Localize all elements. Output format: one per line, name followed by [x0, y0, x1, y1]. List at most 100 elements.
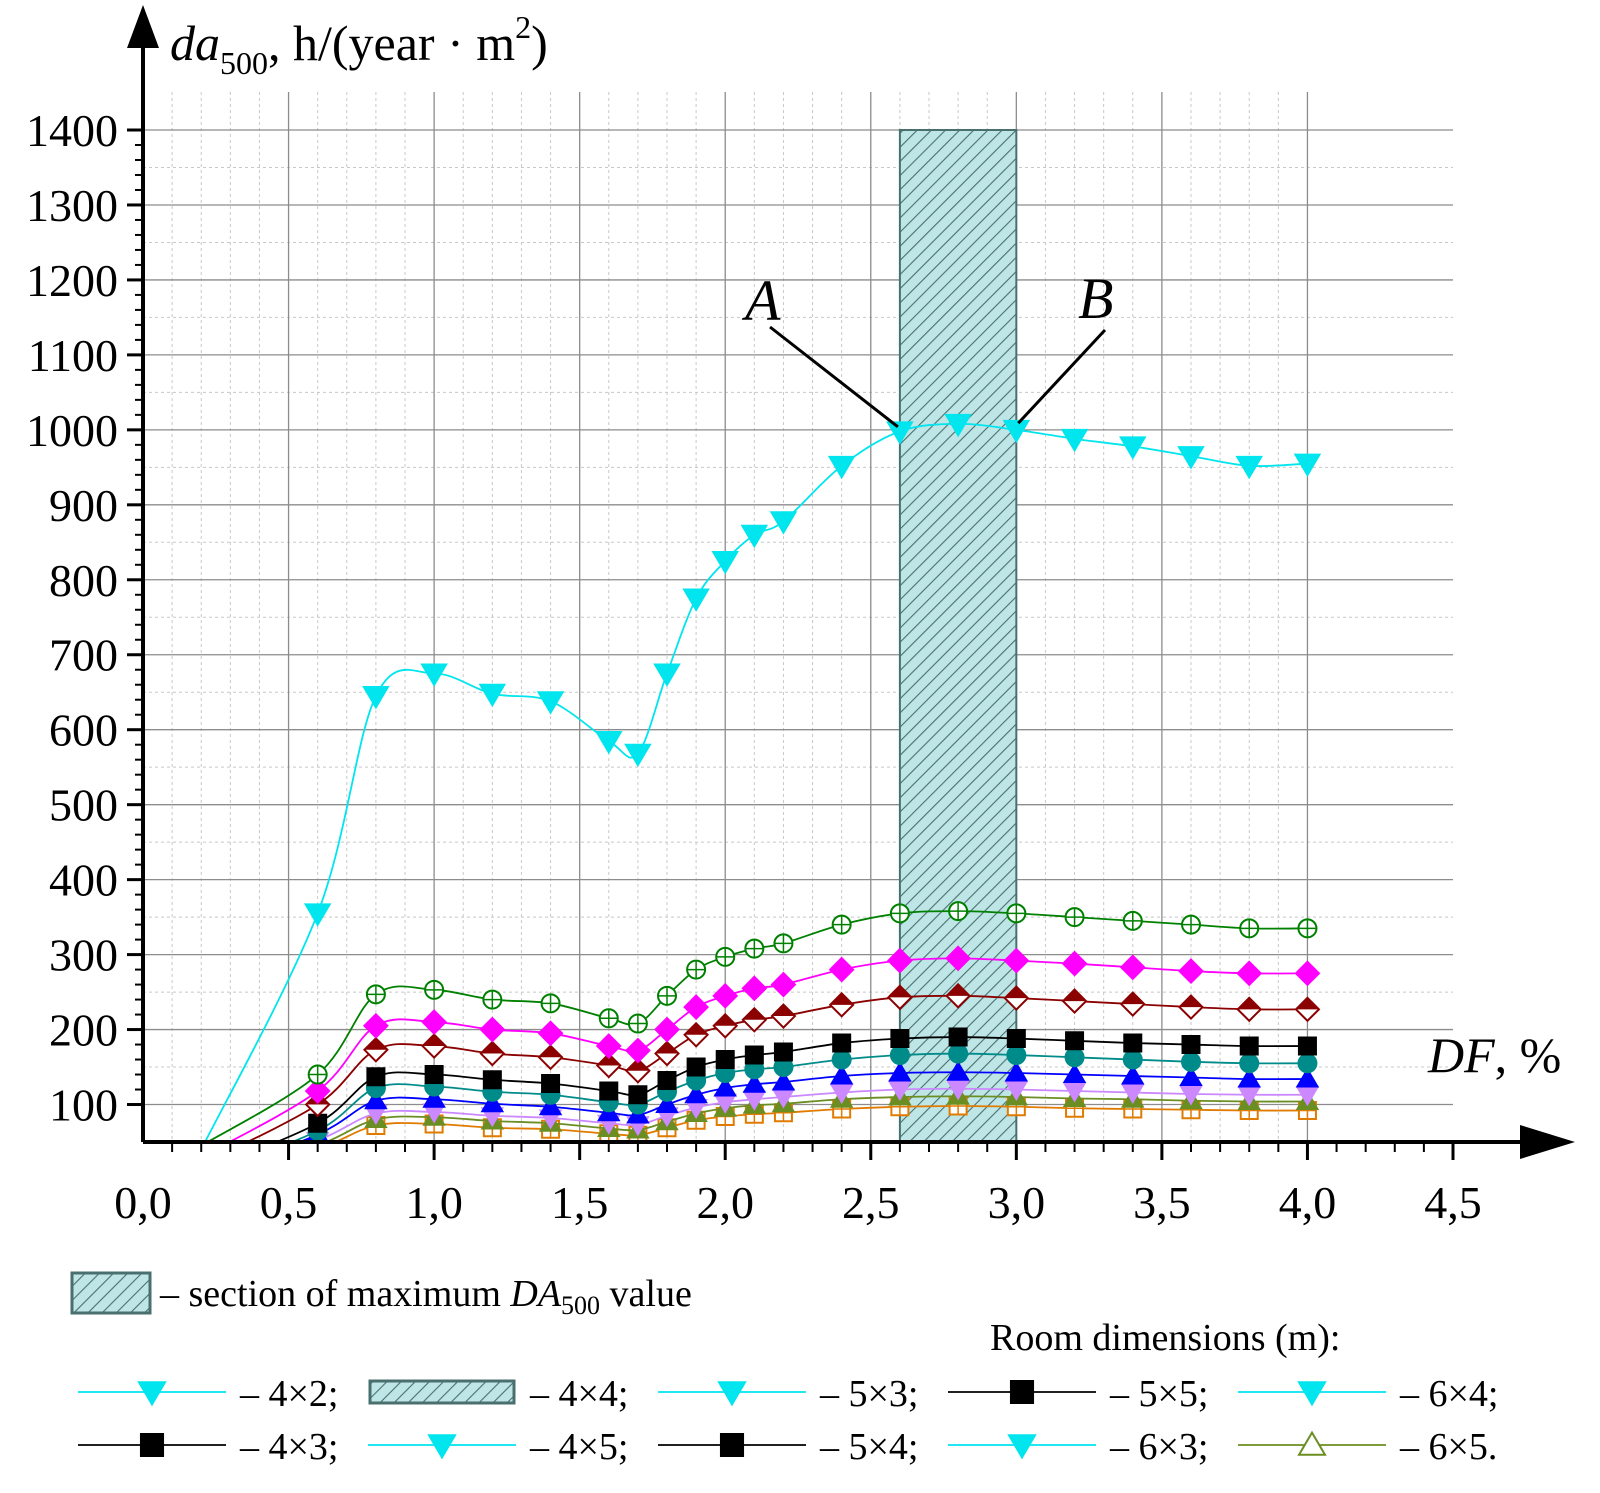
- series-4-point: [1297, 1036, 1317, 1056]
- legend-entry: – 4×3;: [78, 1426, 339, 1468]
- legend-swatch-marker: [719, 1432, 745, 1458]
- series-0-point: [1060, 428, 1089, 453]
- legend-swatch-marker: [1007, 1434, 1037, 1460]
- series-4-point: [686, 1057, 706, 1077]
- series-1-point-cross: [1298, 919, 1317, 938]
- series-4-point: [948, 1027, 968, 1047]
- y-tick-label: 800: [49, 555, 118, 606]
- series-7-point: [1179, 1085, 1203, 1106]
- series-6-point: [1121, 1064, 1145, 1085]
- x-tick-label: 0,0: [114, 1177, 172, 1228]
- series-3-point-top: [626, 1059, 650, 1071]
- series-1-point-cross: [483, 990, 502, 1009]
- series-4-point: [773, 1042, 793, 1062]
- y-tick-label: 600: [49, 705, 118, 756]
- x-tick-label: 1,0: [405, 1177, 463, 1228]
- series-0-point: [1002, 419, 1031, 444]
- series-6-point: [1295, 1067, 1320, 1088]
- series-4-point: [1065, 1031, 1085, 1051]
- series-6-point: [713, 1076, 737, 1097]
- series-1-point-cross: [687, 960, 706, 979]
- series-1-point-cross: [1240, 919, 1259, 938]
- series-5-point: [1181, 1051, 1201, 1072]
- series-3-point-top: [364, 1038, 388, 1050]
- legend-band-label: – section of maximum DA500 value: [159, 1273, 692, 1320]
- y-tick-label: 1100: [28, 330, 118, 381]
- series-7-point: [1121, 1084, 1145, 1104]
- series-0-point: [1177, 446, 1205, 470]
- series-2-point: [712, 982, 739, 1009]
- annotation-b-label: B: [1078, 266, 1113, 331]
- series-0-point: [827, 455, 856, 480]
- series-0-point: [886, 421, 914, 445]
- series-7-point: [1062, 1082, 1087, 1103]
- series-0-point: [1119, 436, 1147, 460]
- y-tick-label: 400: [49, 855, 118, 906]
- series-5-point: [889, 1045, 910, 1066]
- x-tick-label: 0,5: [260, 1177, 318, 1228]
- y-tick-label: 300: [49, 930, 118, 981]
- legend-entry: – 5×4;: [658, 1426, 919, 1468]
- series-0-point: [1235, 455, 1263, 480]
- series-3-point-top: [539, 1045, 563, 1058]
- series-6-point: [1179, 1066, 1203, 1087]
- series-0-point: [420, 663, 448, 687]
- legend-entry-label: – 6×3;: [1109, 1426, 1209, 1468]
- series-6-point: [829, 1064, 854, 1085]
- series-3-point-top: [946, 984, 970, 996]
- series-2-point: [1061, 950, 1088, 977]
- series-2-point: [304, 1078, 331, 1104]
- legend-entry: – 4×4;: [368, 1373, 629, 1415]
- series-2-point: [683, 994, 710, 1020]
- series-2-point: [1294, 960, 1321, 987]
- tick-labels: 0,0 0,5 1,0 1,5 2,0 2,5 3,0 3,5 4,0 4,5 100 200 300 4…: [26, 105, 1482, 1228]
- series-3-point-top: [684, 1023, 708, 1035]
- legend-entry-label: – 4×4;: [529, 1373, 629, 1415]
- series-0-point: [624, 743, 652, 768]
- x-axis-label: DF, %: [1427, 1027, 1561, 1083]
- series-0-point: [769, 511, 798, 535]
- series-1-point-cross: [1065, 908, 1084, 927]
- legend-entry: – 6×3;: [948, 1426, 1209, 1468]
- x-tick-label: 2,5: [842, 1177, 900, 1228]
- series-3-point-top: [480, 1042, 504, 1054]
- series-1-point-cross: [366, 985, 385, 1004]
- series-3-point-top: [1004, 986, 1028, 999]
- y-tick-label: 100: [49, 1080, 118, 1131]
- series-5-point: [1239, 1053, 1260, 1074]
- series-3-point-top: [597, 1054, 621, 1066]
- y-axis-arrow: [127, 5, 159, 48]
- series-0-point: [595, 730, 623, 755]
- series-2-point: [537, 1020, 564, 1047]
- series-4-point: [424, 1065, 444, 1085]
- series-6-point: [742, 1072, 767, 1093]
- series-2-point: [828, 956, 855, 983]
- series-0-point: [362, 685, 390, 710]
- legend-swatch-band: [368, 1379, 516, 1405]
- series-1-point-cross: [628, 1014, 647, 1033]
- series-6-point: [480, 1092, 505, 1113]
- series-1-point-cross: [1182, 915, 1200, 934]
- legend-header: Room dimensions (m):: [990, 1317, 1340, 1359]
- series-5-point: [1064, 1047, 1085, 1068]
- series-3-point-top: [771, 1004, 795, 1017]
- series-2-point: [595, 1033, 622, 1059]
- series-2-point: [421, 1009, 448, 1035]
- series-1-point-cross: [1123, 911, 1142, 930]
- series-6-point: [684, 1083, 708, 1104]
- series-1-point-cross: [745, 939, 764, 958]
- series-3-point-top: [1237, 997, 1261, 1010]
- series-1-point-cross: [832, 915, 851, 934]
- legend-entry-label: – 4×3;: [239, 1426, 339, 1468]
- series-5-point: [1297, 1053, 1318, 1074]
- series-4-point: [366, 1067, 386, 1087]
- legend-swatch-marker: [1297, 1430, 1327, 1456]
- series-3-point-top: [713, 1014, 737, 1026]
- series-6-point: [1237, 1067, 1261, 1088]
- series-4-point: [541, 1074, 561, 1094]
- series-2-point: [479, 1016, 506, 1043]
- legend-swatch-marker: [717, 1381, 747, 1407]
- series-4: [274, 1027, 1317, 1142]
- highlight-band: [898, 129, 1018, 1143]
